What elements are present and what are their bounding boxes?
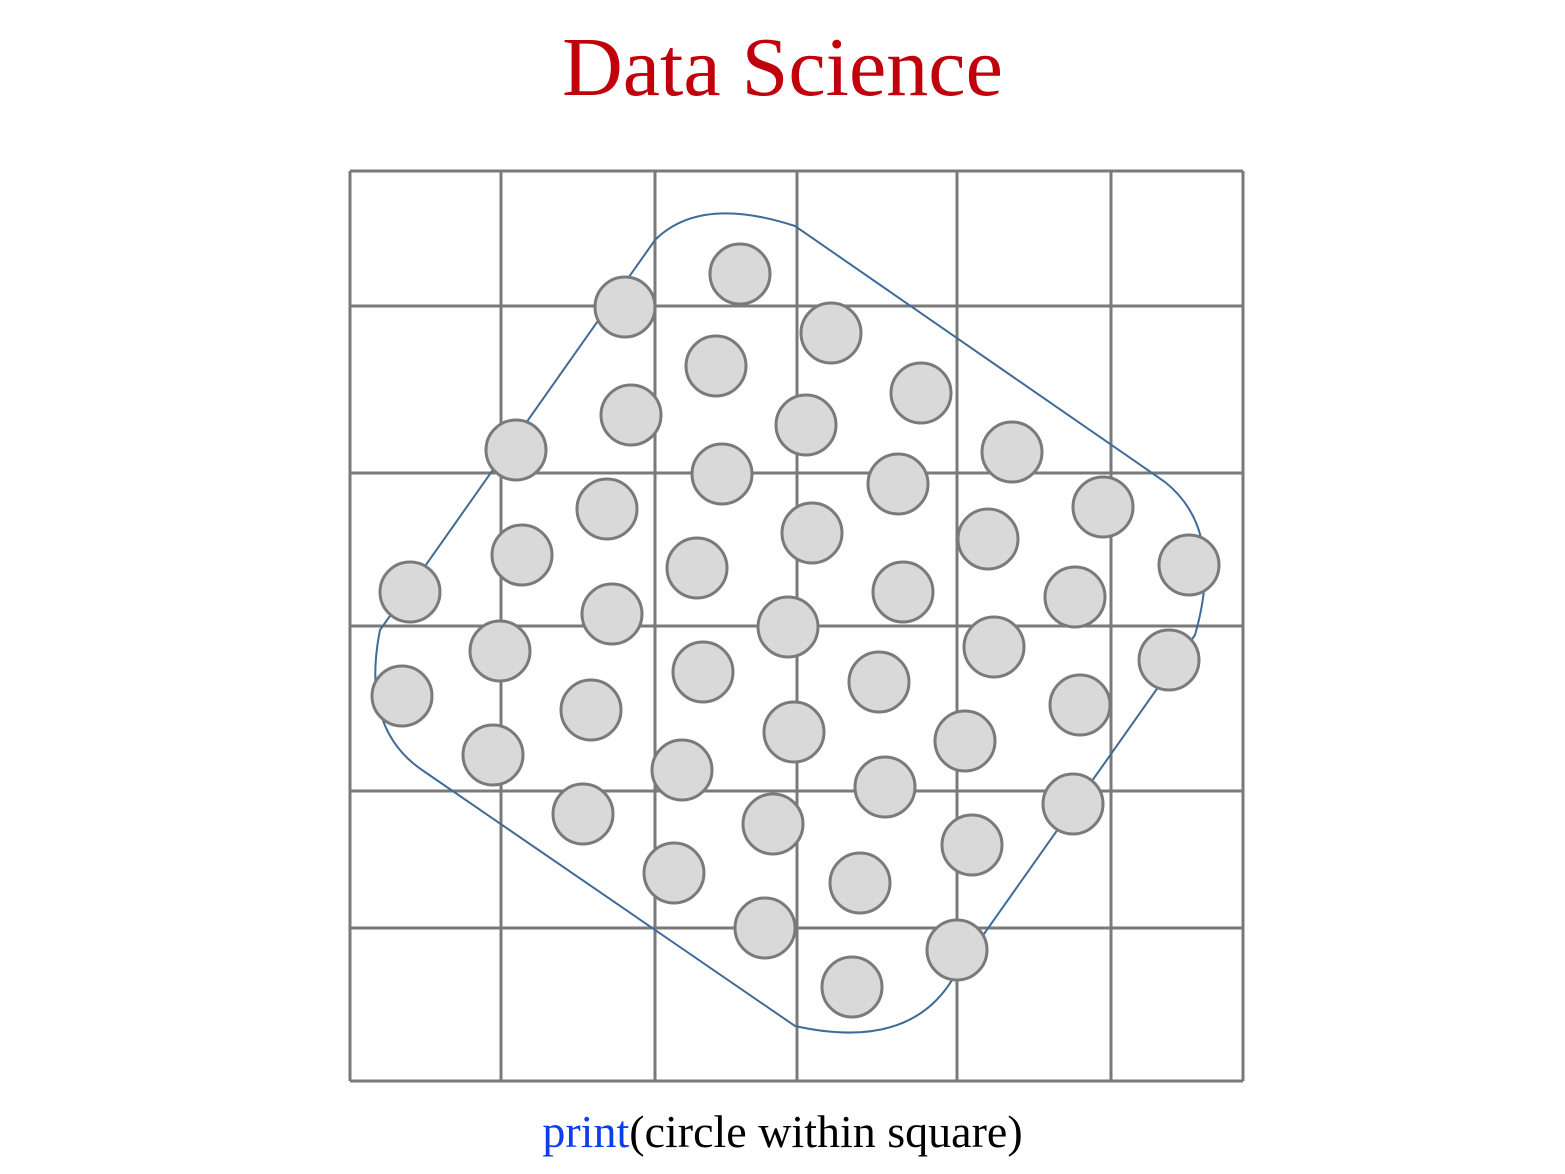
circle-dot <box>1157 533 1221 597</box>
circle-dot <box>756 595 820 659</box>
caption-keyword: print <box>542 1106 630 1157</box>
caption: print(circle within square) <box>0 1100 1565 1164</box>
circle-dot <box>461 723 525 787</box>
circle-dot <box>799 301 863 365</box>
page-title: Data Science <box>562 21 1003 114</box>
circle-dot <box>575 477 639 541</box>
caption-text: (circle within square) <box>629 1106 1023 1157</box>
circle-dots <box>370 242 1221 1019</box>
circle-dot <box>925 918 989 982</box>
circle-dot <box>551 782 615 846</box>
circle-dot <box>780 501 844 565</box>
circle-dot <box>593 275 657 339</box>
circle-dot <box>940 813 1004 877</box>
circle-dot <box>962 615 1026 679</box>
circle-dot <box>708 242 772 306</box>
circle-dot <box>559 678 623 742</box>
circle-dot <box>468 619 532 683</box>
circle-dot <box>378 560 442 624</box>
circle-dot <box>853 755 917 819</box>
circle-dot <box>580 582 644 646</box>
circle-dot <box>1137 628 1201 692</box>
circle-dot <box>1071 475 1135 539</box>
circle-dot <box>847 650 911 714</box>
circle-dot <box>866 452 930 516</box>
circle-dot <box>1041 772 1105 836</box>
circle-dot <box>684 334 748 398</box>
circle-dot <box>956 507 1020 571</box>
circle-dot <box>650 738 714 802</box>
circle-dot <box>828 851 892 915</box>
circle-dot <box>774 393 838 457</box>
circle-dot <box>665 536 729 600</box>
circle-dot <box>820 955 884 1019</box>
circle-dot <box>1043 565 1107 629</box>
circle-dot <box>490 523 554 587</box>
circle-dot <box>671 640 735 704</box>
circle-dot <box>980 420 1044 484</box>
circle-dot <box>762 700 826 764</box>
circle-dot <box>599 383 663 447</box>
circle-dot <box>642 841 706 905</box>
circle-dot <box>741 792 805 856</box>
circle-dot <box>889 361 953 425</box>
circle-dot <box>933 709 997 773</box>
circle-dot <box>690 442 754 506</box>
circle-dot <box>370 664 434 728</box>
circle-dot <box>1048 673 1112 737</box>
circle-dot <box>871 560 935 624</box>
circle-dot <box>484 418 548 482</box>
circle-dot <box>733 896 797 960</box>
